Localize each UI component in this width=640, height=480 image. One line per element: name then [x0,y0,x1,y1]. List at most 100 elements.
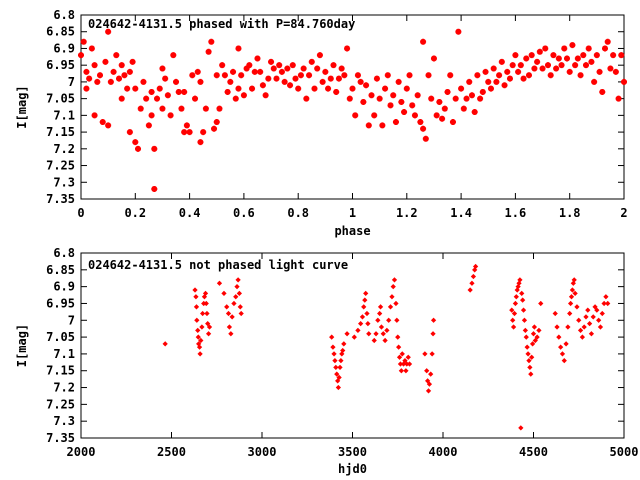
data-point [373,75,380,82]
data-point [519,290,525,296]
data-point [463,95,470,102]
data-point [542,45,549,52]
data-point [403,368,409,374]
data-point [567,300,574,307]
data-point [430,55,437,62]
data-point [281,78,288,85]
data-point [287,82,294,89]
data-point [126,68,133,75]
data-point [362,297,368,303]
data-point [529,354,535,360]
data-point [530,331,537,337]
data-point [259,82,266,89]
data-point [337,364,343,370]
data-point [240,92,247,99]
x-tick-label: 0.8 [287,206,309,220]
data-point [558,62,565,69]
data-point [257,68,264,75]
data-point [402,358,408,364]
data-point [234,284,240,290]
data-point [339,351,345,357]
data-point [375,317,381,323]
data-point [470,273,477,280]
data-point [366,331,372,337]
x-tick-label: 3500 [338,445,367,459]
data-point [479,88,486,95]
data-point [262,92,269,99]
data-point [278,68,285,75]
y-tick-label: 7.1 [53,347,75,361]
data-point [273,75,280,82]
data-point [572,290,578,296]
data-point [441,105,448,112]
data-point [536,327,542,333]
data-point [510,324,517,330]
data-point [118,95,125,102]
data-point [80,38,87,45]
data-point [159,65,166,72]
data-point [83,68,90,75]
data-point [227,78,234,85]
chart-title: 024642-4131.5 not phased light curve [88,258,348,272]
data-point [406,361,413,367]
data-point [401,109,408,116]
y-tick-label: 7.2 [53,381,75,395]
data-point [333,364,339,370]
data-point [618,52,625,59]
data-point [392,119,399,126]
data-point [592,304,598,310]
data-point [621,78,627,85]
data-point [568,294,575,300]
data-point [306,72,313,79]
data-point [588,331,595,337]
data-point [300,65,307,72]
data-point [547,72,554,79]
x-tick-label: 0 [77,206,84,220]
data-point [531,324,538,330]
data-point [422,351,428,357]
data-point [447,72,454,79]
data-point [563,341,569,347]
data-point [336,374,342,381]
x-tick-label: 0.2 [124,206,146,220]
y-tick-label: 7.25 [46,397,75,411]
data-point [145,122,152,129]
data-point [331,351,337,357]
data-point [511,310,518,317]
data-point [249,85,256,92]
data-point [565,324,571,330]
data-point [607,65,614,72]
data-point [140,78,147,85]
data-point [363,290,369,296]
data-point [474,72,481,79]
data-point [599,88,606,95]
data-point [205,321,211,327]
data-point [378,324,385,330]
data-point [382,85,389,92]
data-point [439,115,446,122]
y-tick-label: 7.25 [46,159,75,173]
data-point [330,62,337,69]
data-point [417,119,424,126]
data-point [571,277,577,283]
y-tick-label: 7.05 [46,92,75,106]
data-point [303,95,310,102]
data-point [487,85,494,92]
data-point [151,185,158,192]
data-point [522,327,528,333]
data-point [377,310,383,317]
data-point [424,368,430,374]
data-point [371,112,378,119]
y-tick-label: 7.3 [53,414,75,428]
data-point [498,58,505,65]
data-point [574,304,580,310]
x-tick-label: 2 [620,206,627,220]
data-point [132,139,139,146]
data-point [523,334,529,340]
data-point [612,68,619,75]
data-point [197,78,204,85]
x-tick-label: 1 [349,206,356,220]
data-point [193,294,199,300]
data-point [563,55,570,62]
data-point [428,95,435,102]
